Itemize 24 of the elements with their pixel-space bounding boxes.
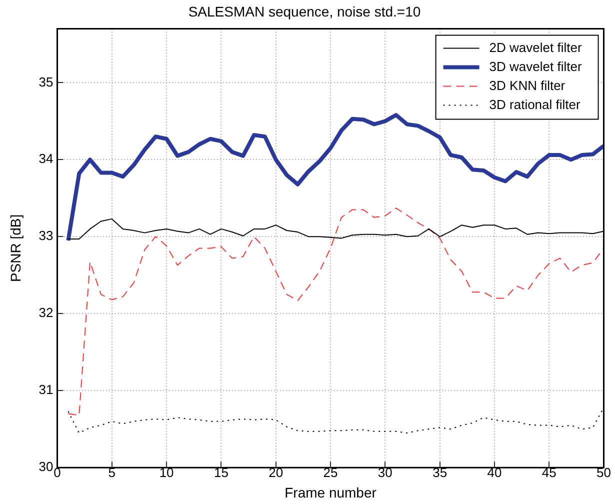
x-tick-label: 15 [214,464,228,480]
legend-label: 3D wavelet filter [489,58,582,74]
x-tick-label: 10 [159,464,174,480]
x-tick-label: 20 [268,464,284,480]
legend-label: 3D KNN filter [489,78,566,93]
x-tick-label: 30 [378,464,392,480]
chart-title: SALESMAN sequence, noise std.=10 [188,3,421,20]
line-series [68,208,604,416]
x-tick-label: 50 [596,464,612,480]
x-tick-label: 0 [54,464,61,480]
x-tick-label: 5 [108,464,116,480]
y-tick-label: 31 [38,382,54,398]
y-axis-title: PSNR [dB] [7,214,24,282]
y-tick-label: 34 [38,151,54,166]
x-tick-label: 40 [487,464,502,480]
x-axis-title: Frame number [284,484,377,500]
x-tick-label: 45 [542,464,556,480]
legend-label: 3D rational filter [489,96,581,112]
y-tick-label: 32 [38,305,54,320]
y-tick-label: 33 [38,228,54,244]
x-tick-label: 25 [323,464,338,480]
legend-label: 2D wavelet filter [489,40,582,55]
y-tick-label: 35 [38,74,54,90]
x-tick-label: 35 [432,464,448,480]
